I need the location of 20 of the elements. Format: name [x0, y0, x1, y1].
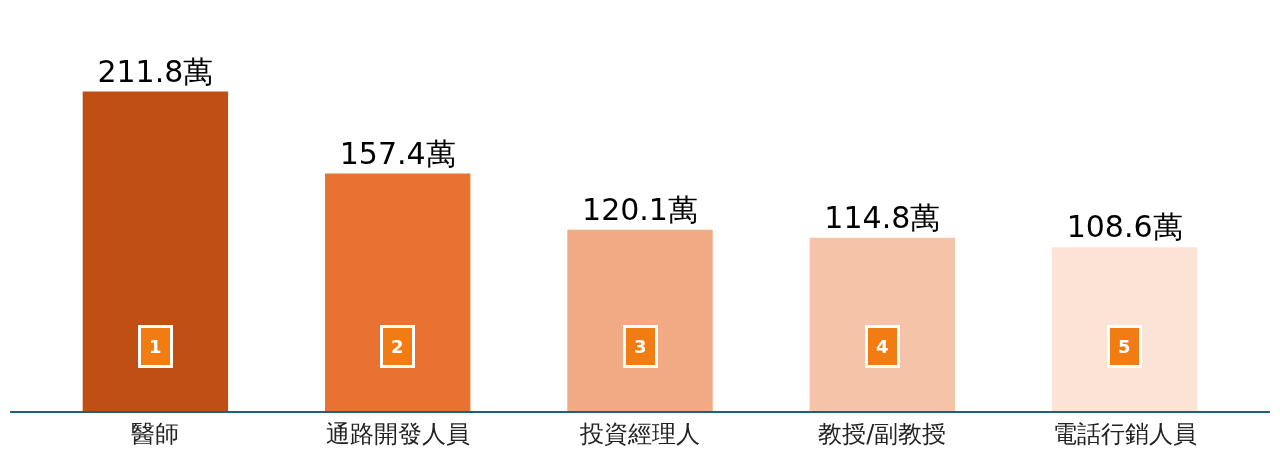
bar [809, 237, 955, 411]
annotation: 5 [1118, 336, 1131, 357]
annotation: 1 [149, 336, 162, 357]
bar [82, 91, 229, 411]
x-tick-label: 醫師 [131, 419, 180, 448]
x-tick-label: 教授/副教授 [818, 419, 947, 448]
x-tick-label: 投資經理人 [579, 419, 700, 448]
annotation: 2 [391, 336, 404, 357]
annotation: 4 [876, 336, 889, 357]
x-tick-label: 通路開發人員 [325, 419, 470, 448]
bar [1051, 247, 1198, 411]
data-label: 108.6萬 [1066, 209, 1183, 245]
annotation: 3 [634, 336, 647, 357]
data-label: 211.8萬 [97, 53, 214, 89]
x-tick-label: 電話行銷人員 [1052, 419, 1197, 448]
data-label: 120.1萬 [582, 191, 698, 227]
bar [325, 173, 471, 411]
data-label: 114.8萬 [824, 199, 941, 235]
data-label: 157.4萬 [339, 135, 456, 171]
bar [567, 229, 713, 411]
